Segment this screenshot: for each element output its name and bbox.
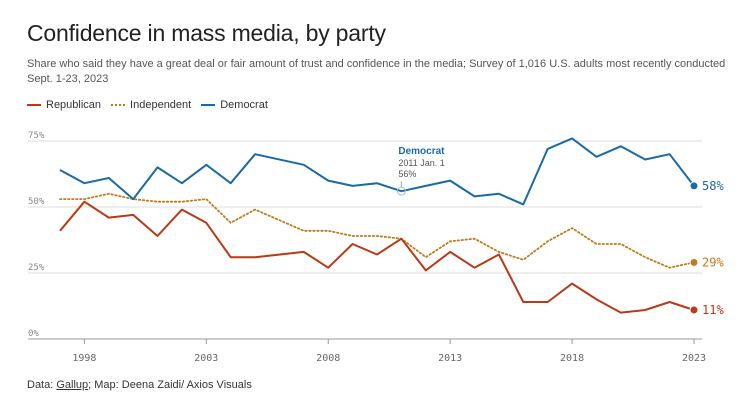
end-point-independent (689, 257, 699, 267)
y-tick-label: 25% (28, 263, 45, 273)
end-label-democrat: 58% (702, 179, 724, 193)
line-chart: 0% 25% 50% 75% 1998 2003 2008 2013 2018 2023 Dem… (28, 131, 724, 364)
legend-swatch-democrat (201, 104, 216, 106)
x-tick-label: 2003 (194, 353, 218, 364)
footer-prefix: Data: (27, 379, 57, 391)
y-tick-label: 50% (28, 197, 45, 207)
footer: Data: Gallup; Map: Deena Zaidi/ Axios Vi… (27, 379, 252, 391)
x-tick-label: 1998 (72, 353, 96, 364)
footer-suffix: ; Map: Deena Zaidi/ Axios Visuals (88, 379, 252, 391)
legend-label-republican: Republican (46, 99, 102, 111)
end-label-republican: 11% (702, 303, 724, 317)
annotation-date: 2011 Jan. 1 (398, 158, 444, 168)
legend-swatch-independent (111, 104, 126, 106)
x-tick-label: 2008 (316, 353, 340, 364)
series-line-independent[interactable] (59, 192, 695, 269)
legend-item-republican[interactable]: Republican (27, 99, 101, 111)
legend-label-independent: Independent (130, 99, 192, 111)
annotation-value: 56% (398, 169, 416, 179)
legend-item-democrat[interactable]: Democrat (201, 99, 268, 111)
legend: Republican Independent Democrat (27, 99, 278, 111)
series-line-republican[interactable] (59, 200, 695, 314)
chart-title: Confidence in mass media, by party (27, 20, 386, 46)
end-labels: 11% 29% 58% (702, 179, 724, 317)
chart-subtitle: Share who said they have a great deal or… (27, 58, 726, 85)
annotation-marker (396, 186, 406, 196)
annotation-series-label: Democrat (398, 146, 445, 157)
x-tick-label: 2023 (682, 353, 706, 364)
x-axis: 1998 2003 2008 2013 2018 2023 (72, 339, 706, 364)
chart-series (59, 137, 699, 315)
end-point-republican (689, 305, 699, 315)
y-tick-label: 0% (28, 329, 39, 339)
legend-label-democrat: Democrat (220, 99, 268, 111)
chart-annotation: Democrat 2011 Jan. 1 56% (396, 146, 445, 196)
end-point-democrat (689, 181, 699, 191)
legend-item-independent[interactable]: Independent (111, 99, 191, 111)
y-tick-label: 75% (28, 131, 45, 141)
x-tick-label: 2013 (438, 353, 462, 364)
x-tick-label: 2018 (560, 353, 584, 364)
chart-grid: 0% 25% 50% 75% (28, 131, 702, 340)
legend-swatch-republican (27, 104, 41, 106)
series-line-democrat[interactable] (59, 137, 695, 206)
end-label-independent: 29% (702, 255, 724, 269)
source-link[interactable]: Gallup (56, 379, 89, 391)
